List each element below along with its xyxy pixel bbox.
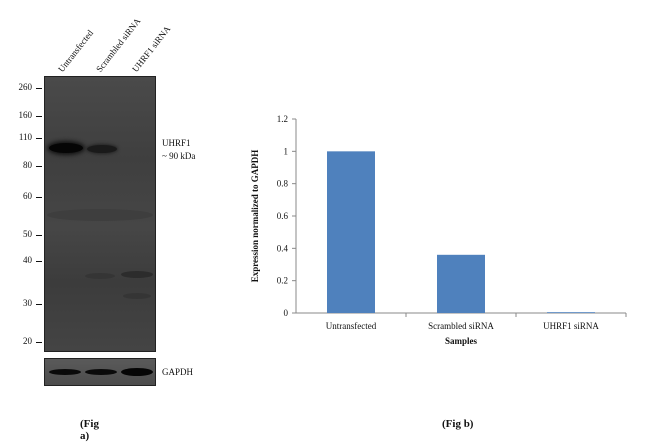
x-tick-label: Untransfected: [326, 321, 377, 331]
band-gapdh-untransfected: [49, 369, 81, 375]
band-faint-background: [85, 273, 115, 279]
chart-labels: 0 0.2 0.4 0.6 0.8 1 1.2 Untransfected Scrambled …: [250, 114, 599, 346]
y-tick-label: 1.2: [277, 114, 288, 124]
y-tick-label: 0.2: [277, 276, 288, 286]
mw-marker-30: 30: [23, 298, 32, 308]
mw-tick: [36, 166, 42, 167]
figure-a-caption: (Fig a): [80, 418, 99, 442]
bar: [327, 151, 375, 313]
mw-marker-160: 160: [18, 110, 33, 120]
x-axis-title: Samples: [445, 336, 478, 346]
mw-tick: [36, 235, 42, 236]
mw-marker-20: 20: [23, 336, 32, 346]
loading-control-label: GAPDH: [162, 367, 194, 377]
figure-b-caption: (Fig b): [442, 418, 474, 430]
bar: [547, 312, 595, 313]
bar: [437, 254, 485, 313]
target-size-label: ~ 90 kDa: [162, 151, 196, 161]
mw-marker-260: 260: [18, 82, 33, 92]
mw-tick: [36, 197, 42, 198]
y-tick-label: 0: [284, 308, 289, 318]
x-tick-label: Scrambled siRNA: [428, 321, 494, 331]
mw-marker-110: 110: [18, 132, 32, 142]
target-protein-label: UHRF1: [162, 138, 191, 148]
band-gapdh-scrambled: [85, 369, 117, 375]
lane-label-uhrf1-sirna: UHRF1 siRNA: [130, 23, 173, 74]
gapdh-blot-membrane: [44, 358, 156, 386]
mw-tick: [36, 116, 42, 117]
y-tick-label: 0.4: [277, 243, 289, 253]
y-tick-label: 0.6: [277, 211, 289, 221]
y-tick-label: 0.8: [277, 179, 289, 189]
band-faint-background: [47, 209, 153, 221]
blot-membrane: [44, 76, 156, 352]
lane-label-untransfected: Untransfected: [56, 28, 96, 74]
band-faint-background: [123, 293, 151, 299]
band-gapdh-uhrf1-sirna: [121, 368, 153, 376]
x-tick-label: UHRF1 siRNA: [543, 321, 599, 331]
mw-marker-60: 60: [23, 191, 32, 201]
y-axis-title: Expression normalized to GAPDH: [250, 150, 260, 283]
mw-marker-40: 40: [23, 255, 32, 265]
band-faint-background: [121, 271, 153, 278]
mw-marker-50: 50: [23, 229, 32, 239]
mw-tick: [36, 88, 42, 89]
mw-tick: [36, 138, 42, 139]
mw-tick: [36, 342, 42, 343]
chart-bars: [327, 151, 595, 313]
bar-chart: 0 0.2 0.4 0.6 0.8 1 1.2 Untransfected Scrambled …: [250, 114, 627, 346]
mw-marker-80: 80: [23, 160, 32, 170]
band-uhrf1-scrambled: [87, 145, 117, 153]
band-uhrf1-untransfected: [49, 143, 83, 153]
mw-tick: [36, 261, 42, 262]
y-tick-label: 1: [284, 146, 289, 156]
mw-tick: [36, 304, 42, 305]
